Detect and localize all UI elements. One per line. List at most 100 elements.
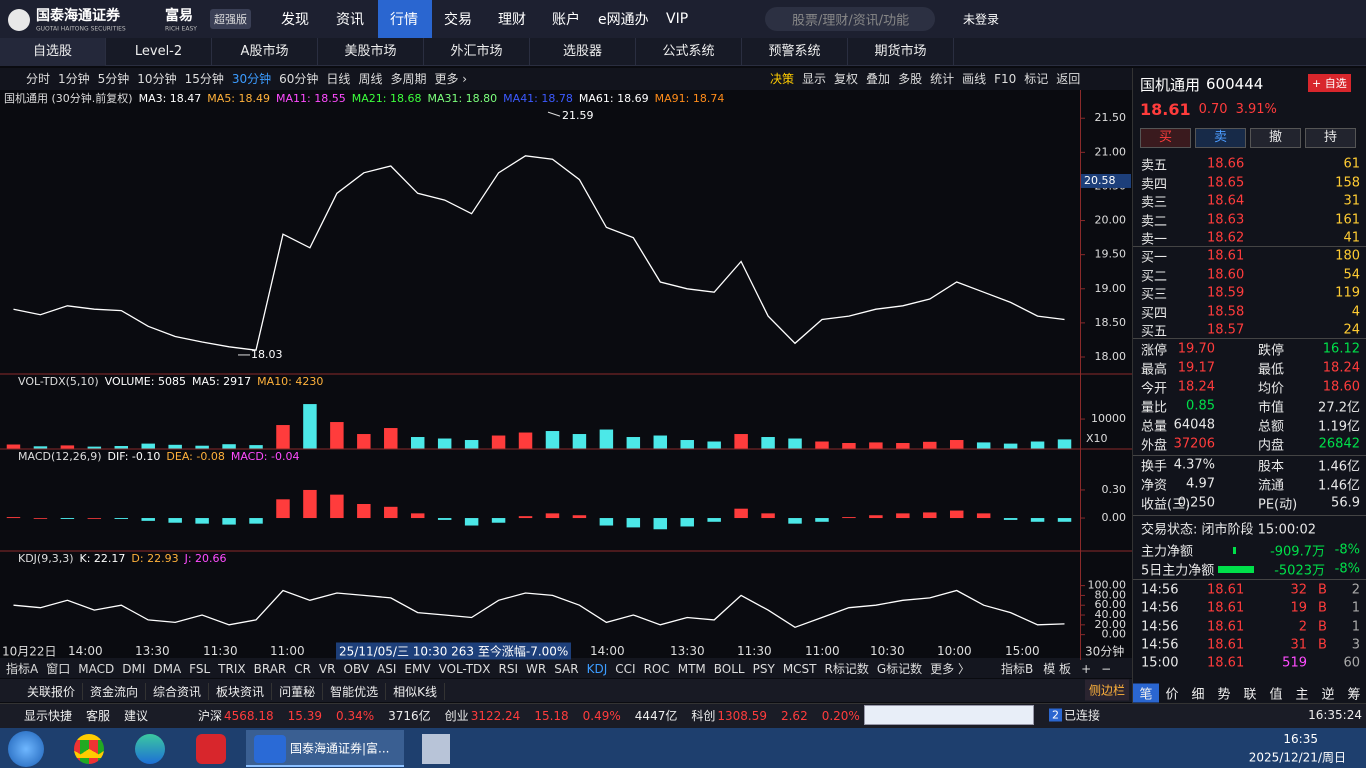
indicator-tab[interactable]: CCI <box>615 661 636 676</box>
menu-item[interactable]: 行情 <box>390 12 418 28</box>
menu-item[interactable]: e网通办 <box>598 12 649 28</box>
indicator-tab[interactable]: R标记数 <box>824 662 869 676</box>
tool-item[interactable]: 标记 <box>1024 72 1049 86</box>
market-tab[interactable]: 选股器 <box>530 38 636 66</box>
trade-button[interactable]: 持 <box>1305 128 1356 148</box>
indicator-tab[interactable]: 更多 〉 <box>930 662 970 676</box>
indicator-tab[interactable]: MTM <box>677 661 706 676</box>
indicator-tab[interactable]: FSL <box>189 661 211 676</box>
menu-item[interactable]: 账户 <box>552 12 580 28</box>
bottom-tab[interactable]: 资金流向 <box>83 682 147 700</box>
menu-item[interactable]: 发现 <box>281 12 309 28</box>
period-item[interactable]: 多周期 <box>390 72 427 86</box>
login[interactable]: 未登录 <box>963 12 1000 27</box>
bottom-tab[interactable]: 综合资讯 <box>146 682 210 700</box>
app-icon[interactable] <box>196 734 226 764</box>
indicator-tab[interactable]: VOL-TDX <box>438 661 491 676</box>
period-item[interactable]: 60分钟 <box>279 72 319 86</box>
bottom-tab[interactable]: 智能优选 <box>323 682 387 700</box>
indicator-tab[interactable]: G标记数 <box>876 662 923 676</box>
indicator-tab[interactable]: ASI <box>377 661 397 676</box>
indicator-right-item[interactable]: − <box>1101 661 1112 676</box>
indicator-tab[interactable]: VR <box>318 661 336 676</box>
quote-tab[interactable]: 值 <box>1269 687 1283 703</box>
indicator-tab[interactable]: SAR <box>554 661 579 676</box>
period-item[interactable]: 更多 › <box>434 72 468 86</box>
period-item[interactable]: 15分钟 <box>184 72 224 86</box>
market-tab[interactable]: A股市场 <box>212 38 318 66</box>
edge-icon[interactable] <box>135 734 165 764</box>
indicator-tab[interactable]: WR <box>526 661 547 676</box>
tool-item[interactable]: 画线 <box>962 72 987 86</box>
indicator-tab[interactable]: BOLL <box>713 661 745 676</box>
bottom-tab[interactable]: 关联报价 <box>20 682 84 700</box>
quote-tab[interactable]: 主 <box>1295 687 1309 703</box>
market-tab[interactable]: 美股市场 <box>318 38 424 66</box>
edition[interactable]: 超强版 <box>210 9 251 29</box>
indicator-tab[interactable]: OBV <box>343 661 370 676</box>
market-tab[interactable]: Level-2 <box>106 38 212 66</box>
file-icon[interactable] <box>422 734 450 764</box>
indicator-tab[interactable]: MACD <box>78 661 115 676</box>
period-item[interactable]: 10分钟 <box>137 72 177 86</box>
period-item[interactable]: 5分钟 <box>97 72 130 86</box>
market-tab[interactable]: 预警系统 <box>742 38 848 66</box>
menu-item[interactable]: 理财 <box>498 12 526 28</box>
quote-tab[interactable]: 价 <box>1165 687 1179 703</box>
period-item[interactable]: 日线 <box>326 72 351 86</box>
status-link[interactable]: 显示快捷 <box>24 709 73 723</box>
quote-tab[interactable]: 联 <box>1243 687 1257 703</box>
quote-tab[interactable]: 势 <box>1217 687 1231 703</box>
indicator-tab[interactable]: DMA <box>153 661 182 676</box>
indicator-tab[interactable]: 窗口 <box>46 662 71 676</box>
market-tab[interactable]: 外汇市场 <box>424 38 530 66</box>
tool-item[interactable]: 复权 <box>834 72 859 86</box>
tool-item[interactable]: F10 <box>994 72 1017 86</box>
market-tab[interactable]: 公式系统 <box>636 38 742 66</box>
tool-item[interactable]: 显示 <box>802 72 827 86</box>
quote-tab[interactable]: 笔 <box>1133 683 1159 703</box>
tool-item[interactable]: 多股 <box>898 72 923 86</box>
tool-item[interactable]: 返回 <box>1056 72 1081 86</box>
indicator-tab[interactable]: MCST <box>782 661 817 676</box>
quote-tab[interactable]: 细 <box>1191 687 1205 703</box>
quote-tab[interactable]: 筹 <box>1347 687 1361 703</box>
indicator-right-item[interactable]: + <box>1081 661 1092 676</box>
chrome-icon[interactable] <box>74 734 104 764</box>
period-item[interactable]: 30分钟 <box>231 72 272 86</box>
menu-item[interactable]: VIP <box>666 11 689 27</box>
indicator-right-item[interactable]: 指标B <box>1001 662 1034 676</box>
indicator-tab[interactable]: PSY <box>752 661 775 676</box>
tool-item[interactable]: 决策 <box>770 72 795 86</box>
period-item[interactable]: 周线 <box>358 72 383 86</box>
bottom-tab[interactable]: 板块资讯 <box>209 682 273 700</box>
status-link[interactable]: 客服 <box>86 709 111 723</box>
market-tab[interactable]: 期货市场 <box>848 38 954 66</box>
indicator-tab[interactable]: KDJ <box>586 661 608 676</box>
bottom-tab[interactable]: 相似K线 <box>386 682 445 700</box>
trade-button[interactable]: 买 <box>1140 128 1191 148</box>
add-watch[interactable]: + 自选 <box>1308 74 1351 92</box>
tool-item[interactable]: 叠加 <box>866 72 891 86</box>
bottom-tab[interactable]: 问董秘 <box>272 682 324 700</box>
sidebar-button[interactable]: 侧边栏 <box>1085 679 1130 701</box>
quote-tab[interactable]: 逆 <box>1321 687 1335 703</box>
indicator-tab[interactable]: ROC <box>643 661 670 676</box>
period-item[interactable]: 分时 <box>26 72 51 86</box>
status-link[interactable]: 建议 <box>124 709 149 723</box>
indicator-tab[interactable]: DMI <box>122 661 146 676</box>
market-tab[interactable]: 自选股 <box>0 38 106 66</box>
tool-item[interactable]: 统计 <box>930 72 955 86</box>
trade-button[interactable]: 卖 <box>1195 128 1246 148</box>
indicator-tab[interactable]: RSI <box>498 661 519 676</box>
start-button[interactable] <box>8 731 44 767</box>
menu-item[interactable]: 资讯 <box>336 12 364 28</box>
indicator-tab[interactable]: CR <box>294 661 311 676</box>
indicator-tab[interactable]: EMV <box>404 661 431 676</box>
search-box[interactable] <box>765 7 935 31</box>
period-item[interactable]: 1分钟 <box>58 72 90 86</box>
indicator-tab[interactable]: BRAR <box>253 661 287 676</box>
indicator-tab[interactable]: 指标A <box>6 662 39 676</box>
indicator-tab[interactable]: TRIX <box>218 661 246 676</box>
menu-item[interactable]: 交易 <box>444 12 472 28</box>
